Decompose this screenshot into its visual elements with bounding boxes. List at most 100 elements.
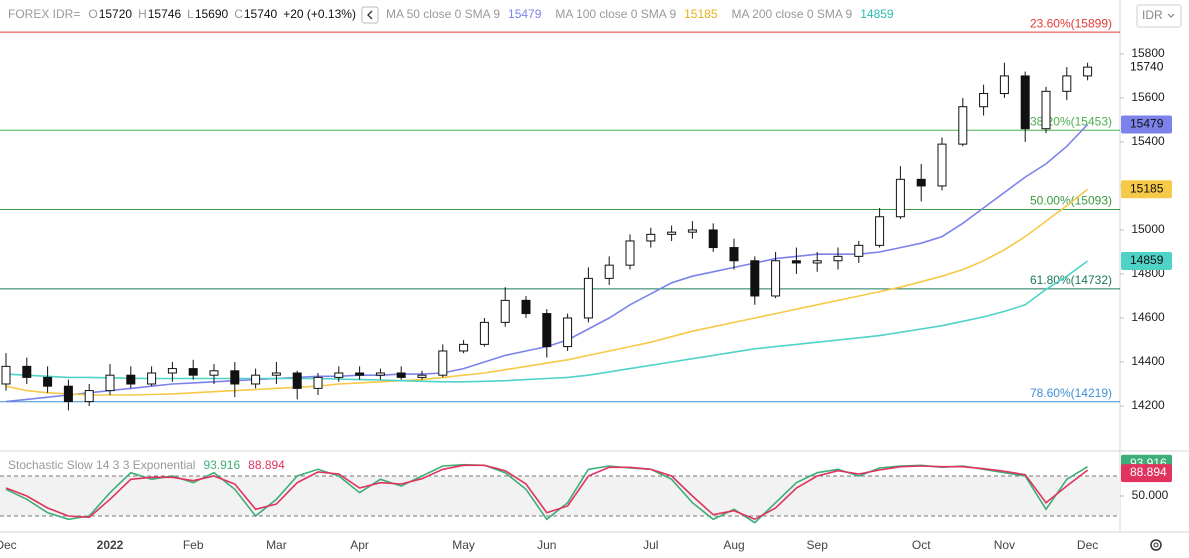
ma-badge-bg	[1121, 180, 1172, 199]
ma-value: 14859	[860, 7, 894, 21]
candle-body	[542, 313, 552, 348]
candle-body	[833, 255, 843, 262]
candle-body	[1041, 90, 1051, 130]
candle-body	[687, 229, 697, 233]
candle-body	[230, 370, 240, 385]
candle-body	[583, 277, 593, 319]
y-tick-label: 50.000	[1132, 488, 1169, 502]
candle-body	[875, 216, 885, 246]
candle-body	[625, 240, 635, 266]
candle-body	[895, 178, 905, 218]
x-tick-label: Feb	[183, 538, 204, 552]
ohlc-key: C	[234, 7, 243, 21]
candle-body	[84, 390, 94, 403]
ohlc-value: 15746	[148, 7, 182, 21]
candle-body	[812, 260, 822, 264]
candle-body	[438, 350, 448, 376]
ohlc-value: 15690	[195, 7, 229, 21]
ma-value: 15479	[508, 7, 542, 21]
series-line	[5, 260, 1089, 383]
candle-body	[1, 365, 11, 385]
series-line	[5, 188, 1089, 396]
ohlc-key: H	[138, 7, 147, 21]
chevron[interactable]	[1167, 13, 1175, 18]
x-tick-label: Aug	[723, 538, 744, 552]
candle-body	[604, 264, 614, 279]
candle-body	[771, 260, 781, 297]
candle-body	[1062, 75, 1072, 92]
candle-body	[916, 178, 926, 187]
collapse-button[interactable]	[361, 6, 379, 24]
fib-label: 78.60%(14219)	[1030, 386, 1112, 400]
candle-body	[43, 376, 53, 387]
candle-body	[708, 229, 718, 249]
ma-badge: 15479	[1130, 117, 1164, 131]
y-tick-label: 14600	[1131, 310, 1165, 324]
candle-body	[271, 372, 281, 376]
candle-body	[209, 370, 219, 376]
candle-body	[958, 106, 968, 145]
ma-name: MA 200 close 0 SMA 9	[732, 7, 853, 21]
select-box[interactable]	[1136, 4, 1182, 28]
series-line	[5, 464, 1089, 521]
candle-body	[937, 143, 947, 187]
y-tick-label: 15800	[1131, 46, 1165, 60]
candle-body	[521, 299, 531, 315]
ma-name: MA 100 close 0 SMA 9	[555, 7, 676, 21]
currency-select[interactable]: IDR	[1136, 4, 1182, 28]
fib-label: 61.80%(14732)	[1030, 273, 1112, 287]
currency-label[interactable]: IDR	[1142, 8, 1163, 22]
ma-name: MA 50 close 0 SMA 9	[386, 7, 500, 21]
y-tick-label: 14200	[1131, 398, 1165, 412]
ohlc-value: 15740	[244, 7, 278, 21]
y-tick-label: 15400	[1131, 134, 1165, 148]
candle-body	[417, 374, 427, 378]
y-tick-label: 15600	[1131, 90, 1165, 104]
x-tick-label: Mar	[266, 538, 287, 552]
collapse-icon[interactable]	[367, 10, 373, 20]
x-tick-label: 2022	[97, 538, 124, 552]
candle-body	[22, 365, 32, 378]
x-tick-label: Dec	[0, 538, 17, 552]
candle-body	[313, 376, 323, 389]
stoch-band	[0, 476, 1120, 516]
y-tick-label: 15000	[1131, 222, 1165, 236]
candle-body	[396, 372, 406, 378]
candle-body	[563, 317, 573, 348]
gear-hub[interactable]	[1153, 542, 1159, 548]
candle-body	[729, 247, 739, 262]
candle-body	[646, 233, 656, 242]
x-tick-label: Apr	[350, 538, 369, 552]
ma-badge: 15185	[1130, 181, 1164, 195]
ma-badge-bg	[1121, 115, 1172, 134]
candle-body	[479, 321, 489, 345]
candle-body	[1083, 66, 1093, 77]
x-tick-label: Oct	[912, 538, 931, 552]
change: +20 (+0.13%)	[283, 7, 356, 21]
stoch-value: 93.916	[203, 458, 240, 472]
ohlc-value: 15720	[99, 7, 133, 21]
ohlc-key: O	[88, 7, 97, 21]
stoch-title: Stochastic Slow 14 3 3 Exponential	[8, 458, 195, 472]
candle-body	[126, 374, 136, 385]
candle-body	[375, 372, 385, 376]
ma-badge-bg	[1121, 251, 1172, 270]
fib-label: 50.00%(15093)	[1030, 194, 1112, 208]
candle-body	[334, 372, 344, 378]
symbol: FOREX IDR=	[8, 7, 80, 21]
candle-body	[355, 372, 365, 376]
settings-icon[interactable]	[1150, 539, 1162, 551]
price-badge: 15740	[1130, 59, 1164, 73]
ma-value: 15185	[684, 7, 718, 21]
x-tick-label: May	[452, 538, 475, 552]
y-tick-label: 14400	[1131, 354, 1165, 368]
gear[interactable]	[1150, 539, 1162, 551]
x-tick-label: Sep	[807, 538, 829, 552]
candle-body	[667, 231, 677, 235]
x-tick-label: Nov	[994, 538, 1015, 552]
stoch-value: 88.894	[248, 458, 285, 472]
candle-body	[999, 75, 1009, 95]
fib-label: 23.60%(15899)	[1030, 16, 1112, 30]
candle-body	[979, 93, 989, 108]
